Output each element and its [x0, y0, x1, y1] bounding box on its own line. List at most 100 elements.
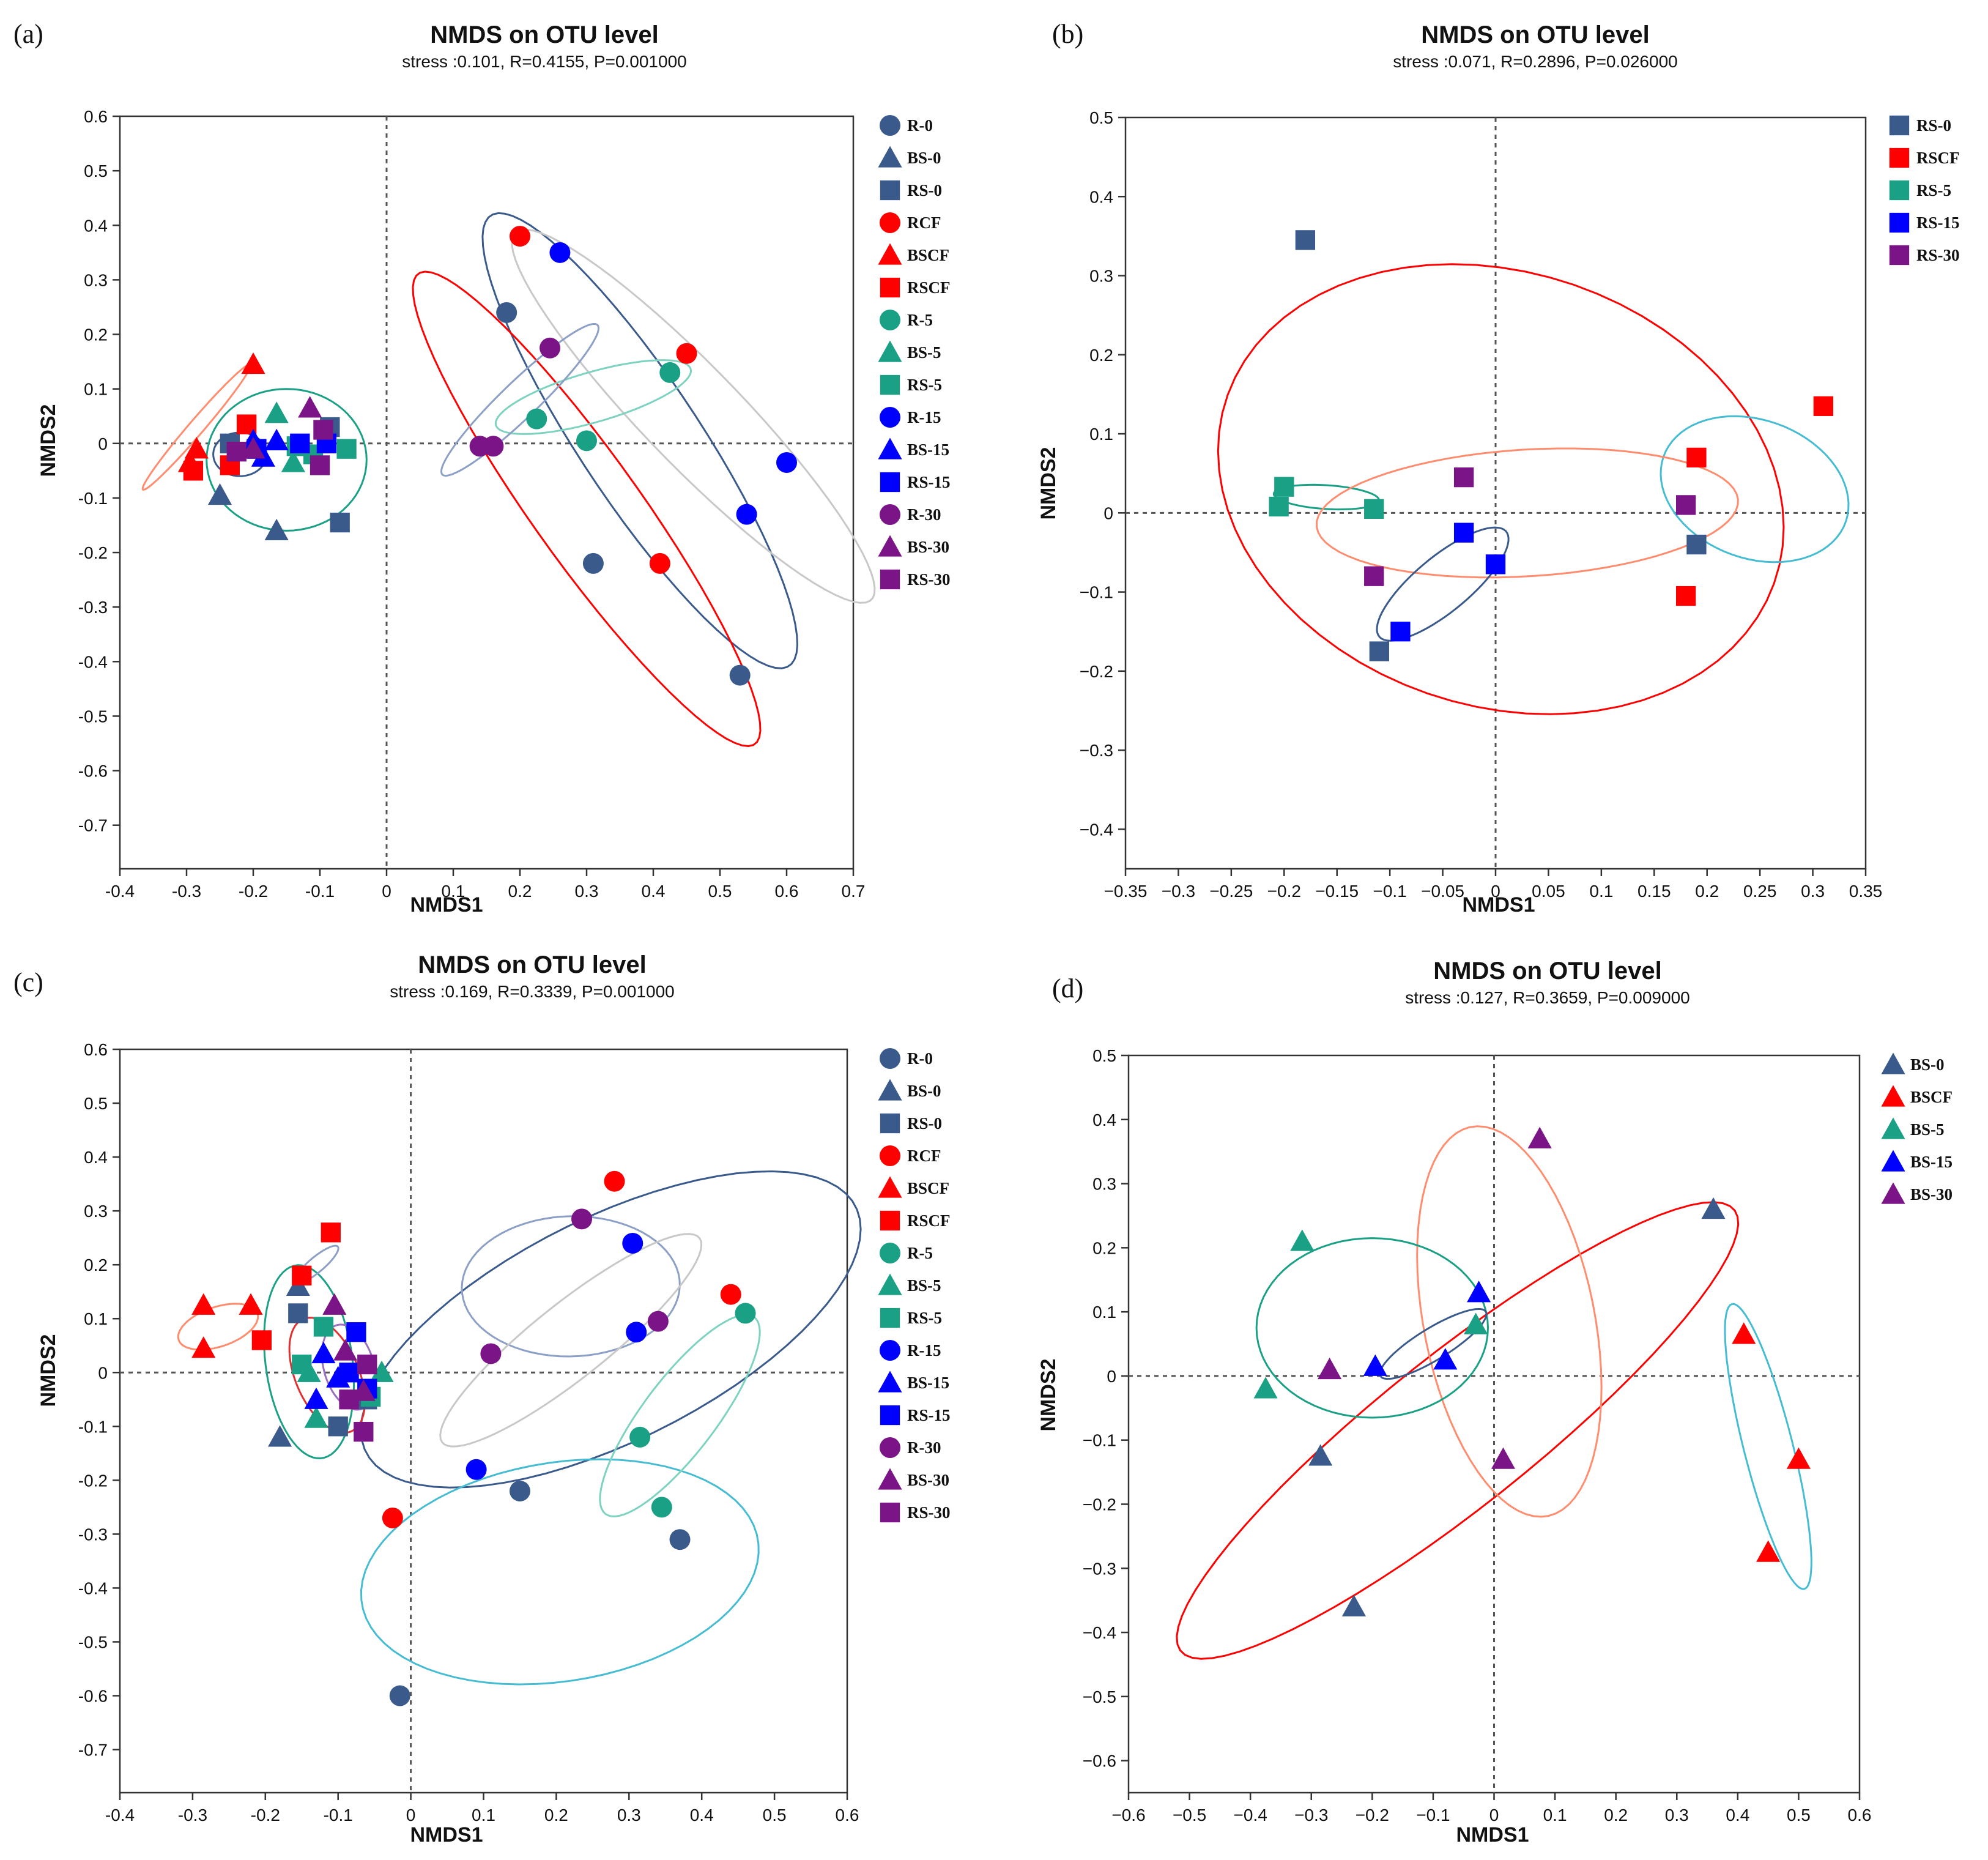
y-axis-label: NMDS2 [37, 404, 60, 477]
y-tick-label: 0.4 [84, 216, 108, 235]
y-tick-label: −0.4 [1083, 1623, 1116, 1642]
x-tick-label: 0.2 [1604, 1806, 1628, 1825]
plot-area: -0.4 -0.3 -0.2 -0.1 0 0.1 0.2 0.3 0.4 0.5 0.6 0.7 0.… [78, 107, 876, 901]
legend-marker-rs-0 [1889, 115, 1910, 136]
point-rcf [676, 343, 697, 364]
legend-label: BS-5 [1910, 1120, 1945, 1139]
group-ellipse [1660, 415, 1850, 564]
point-rcf [604, 1170, 625, 1192]
x-tick-label: 0.2 [1695, 882, 1719, 901]
point-rscf [1813, 396, 1834, 416]
panel-letter: (d) [1052, 973, 1083, 1003]
legend-label: BS-15 [1910, 1153, 1953, 1171]
point-bs-5 [1464, 1312, 1488, 1334]
point-r-5 [526, 408, 547, 430]
y-tick-label: 0.3 [1089, 267, 1113, 286]
y-tick-label: −0.3 [1080, 741, 1113, 760]
legend-label: R-5 [907, 311, 933, 329]
x-tick-label: 0 [1489, 1806, 1499, 1825]
chart-subtitle: stress :0.127, R=0.3659, P=0.009000 [1405, 988, 1689, 1007]
legend-marker-rs-0 [880, 180, 900, 201]
y-tick-label: 0.3 [1092, 1175, 1116, 1194]
y-tick-label: 0 [1103, 504, 1113, 523]
legend-label: BS-5 [907, 1276, 941, 1295]
y-tick-label: 0.2 [1089, 346, 1113, 365]
x-tick-label: -0.3 [178, 1806, 207, 1825]
x-axis-label: NMDS1 [410, 893, 483, 917]
legend-label: R-5 [907, 1244, 933, 1262]
x-tick-label: −0.3 [1294, 1806, 1328, 1825]
y-tick-label: 0.1 [1089, 425, 1113, 444]
point-bs-0 [1341, 1594, 1367, 1616]
legend-marker-bs-15 [878, 437, 902, 459]
x-tick-label: -0.4 [105, 1806, 135, 1825]
point-bs-15 [1433, 1348, 1458, 1370]
x-tick-label: 0.1 [1589, 882, 1613, 901]
point-r-0 [496, 302, 517, 323]
legend-label: R-0 [907, 1049, 933, 1068]
x-tick-label: −0.05 [1421, 882, 1464, 901]
group-ellipse [412, 270, 762, 748]
point-bs-30 [333, 1339, 358, 1361]
y-tick-label: -0.2 [78, 543, 108, 562]
y-tick-label: -0.3 [78, 598, 108, 617]
legend-label: RSCF [1916, 149, 1960, 167]
legend-marker-bs-5 [878, 340, 902, 362]
y-tick-label: -0.5 [78, 1632, 108, 1651]
x-tick-label: −0.25 [1209, 882, 1253, 901]
y-tick-label: -0.1 [78, 489, 108, 508]
x-tick-label: 0.3 [1801, 882, 1825, 901]
legend-label: RS-5 [1916, 181, 1951, 199]
x-tick-label: -0.1 [324, 1806, 353, 1825]
legend-marker-rs-5 [880, 374, 900, 395]
group-ellipse [1724, 1303, 1812, 1590]
x-tick-label: 0 [382, 882, 391, 901]
point-bscf [239, 1293, 263, 1315]
y-tick-label: 0.4 [84, 1148, 108, 1167]
y-tick-label: −0.4 [1080, 820, 1113, 839]
point-rs-5 [292, 1354, 312, 1375]
y-tick-label: −0.2 [1083, 1495, 1116, 1514]
y-tick-label: -0.1 [78, 1417, 108, 1436]
x-axis-label: NMDS1 [410, 1823, 483, 1847]
x-tick-label: −0.15 [1315, 882, 1359, 901]
point-rs-30 [1364, 566, 1384, 586]
point-r-15 [776, 452, 797, 473]
legend: R-0 BS-0 RS-0 RCF BSCF RSCF R-5 BS-5 RS-5 R-15 BS-… [878, 115, 951, 590]
y-tick-label: -0.6 [78, 1687, 108, 1706]
point-rs-15 [1485, 554, 1506, 575]
group-ellipse [1272, 483, 1381, 511]
x-tick-label: 0.2 [508, 882, 532, 901]
y-tick-label: 0.3 [84, 270, 108, 289]
x-tick-label: −0.3 [1162, 882, 1195, 901]
x-tick-label: 0.5 [708, 882, 732, 901]
point-rs-30 [354, 1421, 374, 1442]
group-ellipse [263, 1264, 355, 1460]
point-r-5 [735, 1303, 756, 1324]
x-tick-label: 0.5 [763, 1806, 787, 1825]
y-tick-label: -0.7 [78, 1741, 108, 1760]
y-tick-label: 0.4 [1092, 1110, 1116, 1129]
point-bs-0 [1701, 1197, 1726, 1219]
y-tick-label: −0.1 [1080, 583, 1113, 602]
legend-label: RS-0 [1916, 116, 1951, 135]
x-tick-label: -0.2 [251, 1806, 280, 1825]
legend-marker-bscf [878, 243, 902, 265]
y-tick-label: -0.7 [78, 816, 108, 835]
point-r-30 [480, 1343, 502, 1364]
legend-label: RS-30 [907, 1503, 951, 1522]
legend-marker-rs-0 [880, 1113, 900, 1134]
legend: RS-0 RSCF RS-5 RS-15 RS-30 [1889, 115, 1960, 266]
x-tick-label: 0.6 [836, 1806, 859, 1825]
chart-subtitle: stress :0.101, R=0.4155, P=0.001000 [402, 52, 686, 71]
x-tick-label: 0.7 [842, 882, 866, 901]
point-rs-15 [1453, 523, 1474, 543]
point-rs-30 [226, 442, 247, 462]
chart-subtitle: stress :0.071, R=0.2896, P=0.026000 [1393, 52, 1677, 71]
legend-marker-bs-15 [878, 1371, 902, 1393]
point-bscf [1786, 1447, 1811, 1469]
point-rs-30 [357, 1354, 377, 1375]
x-tick-label: 0.1 [472, 1806, 495, 1825]
point-r-5 [576, 430, 597, 452]
